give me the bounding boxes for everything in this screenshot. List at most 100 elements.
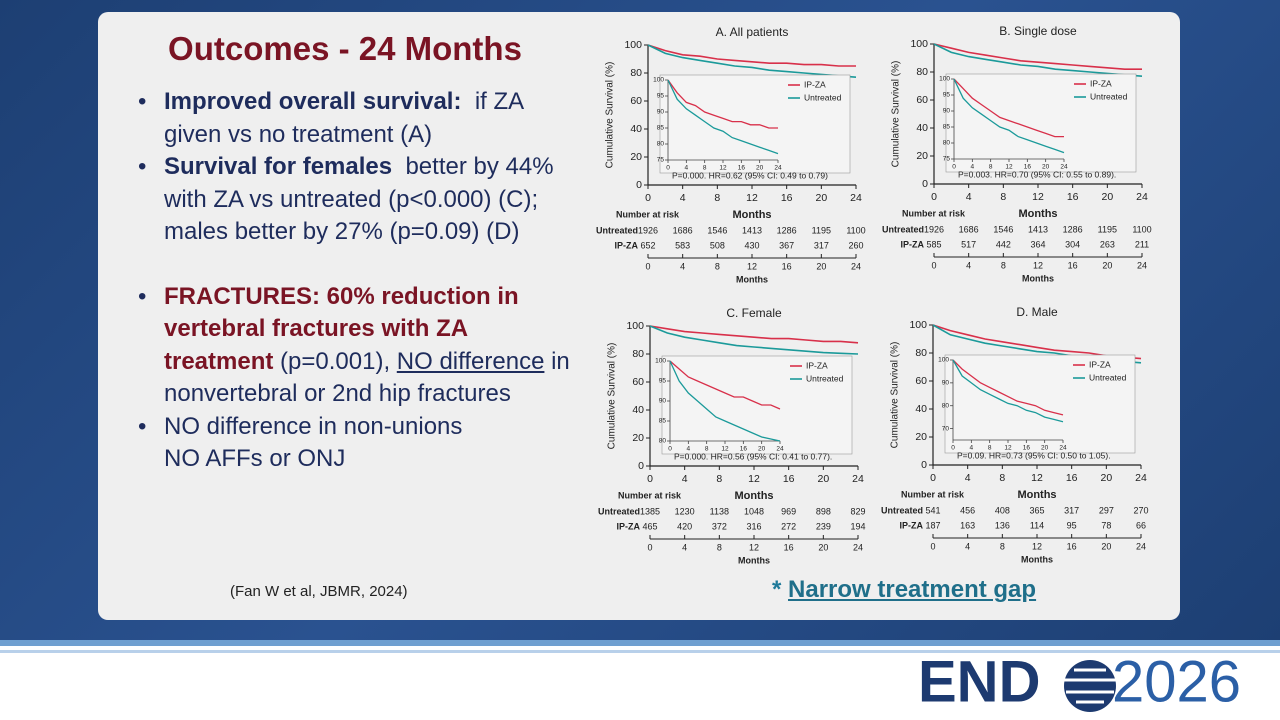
risk-count: 408: [995, 505, 1010, 515]
inset-survival-line: [669, 360, 781, 410]
risk-count: 456: [960, 505, 975, 515]
inset-y-tick-label: 80: [943, 140, 951, 147]
risk-count: 1546: [707, 225, 727, 235]
x-tick-label: 20: [1101, 191, 1113, 203]
risk-row-label: IP-ZA: [617, 521, 641, 531]
inset-survival-line: [953, 78, 1065, 154]
risk-tick-label: 12: [749, 542, 759, 552]
stripe: [0, 640, 1280, 646]
inset-x-tick-label: 24: [774, 165, 782, 172]
note-link[interactable]: Narrow treatment gap: [788, 576, 1037, 603]
risk-title: Number at risk: [616, 209, 680, 219]
risk-row-label: IP-ZA: [615, 240, 639, 250]
inset-y-tick-label: 95: [659, 378, 667, 385]
risk-count: 969: [781, 506, 796, 516]
note: * Narrow treatment gap: [772, 576, 1036, 604]
survival-line: [649, 325, 859, 355]
risk-axis-label: Months: [1021, 554, 1053, 564]
inset-x-tick-label: 0: [952, 164, 956, 171]
x-tick-label: 4: [966, 191, 972, 203]
risk-count: 372: [712, 521, 727, 531]
stripe: [0, 650, 1280, 653]
y-tick-label: 60: [632, 376, 644, 388]
y-tick-label: 0: [922, 178, 928, 190]
bullet-text: better by 44% with ZA vs untreated (p<0.…: [164, 153, 554, 245]
inset-x-tick-label: 4: [687, 446, 691, 453]
risk-count: 1546: [993, 224, 1013, 234]
risk-count: 517: [961, 239, 976, 249]
risk-tick-label: 8: [715, 261, 720, 271]
risk-count: 442: [996, 239, 1011, 249]
citation: (Fan W et al, JBMR, 2024): [230, 583, 408, 600]
inset-frame: [661, 355, 853, 455]
inset-x-tick-label: 4: [970, 445, 974, 452]
risk-count: 95: [1067, 520, 1077, 530]
risk-count: 465: [642, 521, 657, 531]
risk-count: 1048: [744, 506, 764, 516]
inset-x-tick-label: 12: [719, 165, 727, 172]
inset-y-tick-label: 100: [938, 357, 949, 364]
risk-tick-label: 4: [680, 261, 685, 271]
x-tick-label: 12: [746, 192, 758, 204]
risk-axis-label: Months: [736, 274, 768, 284]
risk-count: 163: [960, 520, 975, 530]
inset-y-tick-label: 70: [942, 425, 950, 432]
legend-label: Untreated: [806, 373, 844, 383]
x-axis-label: Months: [1017, 489, 1056, 501]
risk-count: 367: [779, 240, 794, 250]
bullet: Survival for females better by 44% with …: [138, 151, 574, 249]
logo-globe: [1064, 660, 1116, 712]
risk-count: 508: [710, 240, 725, 250]
x-tick-label: 4: [680, 192, 686, 204]
bullet-underline: NO difference: [396, 347, 545, 375]
y-tick-label: 60: [916, 94, 928, 106]
y-tick-label: 100: [624, 39, 642, 51]
risk-count: 317: [814, 240, 829, 250]
x-tick-label: 20: [1100, 472, 1112, 484]
inset-frame: [944, 354, 1136, 454]
y-tick-label: 40: [630, 123, 642, 135]
bullet-bold: Survival for females: [164, 153, 393, 180]
x-tick-label: 8: [714, 192, 720, 204]
risk-tick-label: 16: [782, 261, 792, 271]
legend-label: Untreated: [1090, 91, 1128, 101]
inset-x-tick-label: 12: [1005, 164, 1013, 171]
risk-tick-label: 20: [1102, 260, 1112, 270]
inset-x-tick-label: 4: [971, 164, 975, 171]
risk-tick-label: 0: [645, 261, 650, 271]
y-tick-label: 80: [916, 66, 928, 78]
inset-x-tick-label: 8: [989, 164, 993, 171]
y-tick-label: 80: [630, 67, 642, 79]
legend-label: Untreated: [1089, 372, 1127, 382]
logo-text: 2026: [1112, 649, 1241, 714]
risk-count: 1286: [777, 225, 797, 235]
risk-count: 211: [1135, 239, 1149, 249]
inset-y-tick-label: 85: [659, 418, 667, 425]
legend-label: IP-ZA: [1089, 359, 1111, 369]
inset-y-tick-label: 85: [657, 125, 665, 132]
risk-tick-label: 8: [1000, 541, 1005, 551]
x-tick-label: 12: [1032, 191, 1044, 203]
risk-count: 583: [675, 240, 690, 250]
risk-title: Number at risk: [901, 489, 965, 499]
note-star: *: [772, 576, 782, 603]
risk-count: 364: [1030, 239, 1045, 249]
legend-label: Untreated: [804, 92, 842, 102]
risk-count: 1926: [924, 224, 944, 234]
inset-x-tick-label: 16: [738, 165, 746, 172]
annotation: P=0.000. HR=0.56 (95% CI: 0.41 to 0.77).: [674, 451, 832, 461]
inset-survival-line: [669, 360, 781, 442]
inset-x-tick-label: 24: [1060, 164, 1068, 171]
risk-tick-label: 20: [818, 542, 828, 552]
inset-x-tick-label: 0: [666, 165, 670, 172]
y-tick-label: 80: [915, 347, 927, 359]
inset-y-tick-label: 85: [943, 124, 951, 131]
risk-tick-label: 12: [1033, 260, 1043, 270]
inset-survival-line: [952, 359, 1064, 423]
risk-count: 1413: [742, 225, 762, 235]
risk-tick-label: 24: [851, 261, 861, 271]
y-tick-label: 0: [636, 179, 642, 191]
inset-x-tick-label: 12: [1004, 445, 1012, 452]
risk-row-label: Untreated: [598, 506, 640, 516]
bullet: FRACTURES: 60% reduction in vertebral fr…: [138, 281, 574, 411]
